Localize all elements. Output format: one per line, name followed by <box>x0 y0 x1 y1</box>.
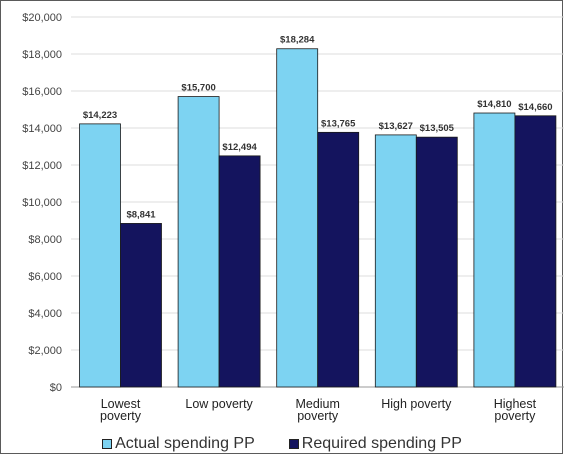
bar-actual <box>79 123 121 388</box>
y-tick-label: $4,000 <box>28 308 62 320</box>
legend-item-actual: Actual spending PP <box>102 435 255 453</box>
bar-required <box>120 223 162 388</box>
x-tick-label: poverty <box>297 409 339 423</box>
bar-required <box>218 155 261 388</box>
bar-required <box>415 136 458 388</box>
y-tick-label: $2,000 <box>28 345 62 357</box>
y-tick-label: $20,000 <box>22 12 62 24</box>
bar-chart: $0 $2,000 $4,000 $6,000 $8,000 $10,000 $12,000… <box>22 12 564 423</box>
y-tick-label: $10,000 <box>22 197 62 209</box>
bar-actual <box>473 112 516 388</box>
data-label-required: $12,494 <box>222 142 257 153</box>
data-label-required: $8,841 <box>126 209 156 220</box>
y-tick-label: $16,000 <box>22 86 62 98</box>
data-label-required: $13,505 <box>420 123 455 134</box>
y-tick-label: $18,000 <box>22 49 62 61</box>
legend-swatch-actual <box>102 439 113 449</box>
legend-label-required: Required spending PP <box>301 435 462 452</box>
y-tick-label: $8,000 <box>28 234 62 246</box>
data-label-actual: $18,284 <box>280 35 315 46</box>
bar-actual <box>374 134 417 388</box>
bar-required <box>514 115 557 388</box>
legend-label-actual: Actual spending PP <box>115 435 255 452</box>
legend-item-required: Required spending PP <box>288 435 462 453</box>
data-label-actual: $13,627 <box>379 121 413 132</box>
x-tick-label: Low poverty <box>185 397 253 411</box>
x-tick-label: poverty <box>100 409 142 423</box>
x-tick-label: Medium <box>295 397 339 411</box>
y-tick-label: $6,000 <box>28 271 62 283</box>
y-tick-label: $12,000 <box>22 160 62 172</box>
x-tick-label: High poverty <box>381 397 452 411</box>
legend-swatch-required <box>288 439 299 449</box>
legend: Actual spending PP Required spending PP <box>0 434 564 454</box>
y-tick-label: $0 <box>50 382 62 394</box>
bar-actual <box>177 96 220 388</box>
y-tick-label: $14,000 <box>22 123 62 135</box>
data-label-actual: $14,223 <box>83 110 117 121</box>
data-label-required: $13,765 <box>321 118 356 129</box>
x-tick-label: Highest <box>494 397 537 411</box>
bar-actual <box>276 48 319 388</box>
data-label-required: $14,660 <box>518 102 552 113</box>
data-label-actual: $14,810 <box>477 99 511 110</box>
x-tick-label: Lowest <box>101 397 141 411</box>
bar-required <box>317 131 360 388</box>
x-tick-label: poverty <box>494 409 536 423</box>
data-label-actual: $15,700 <box>181 83 215 94</box>
